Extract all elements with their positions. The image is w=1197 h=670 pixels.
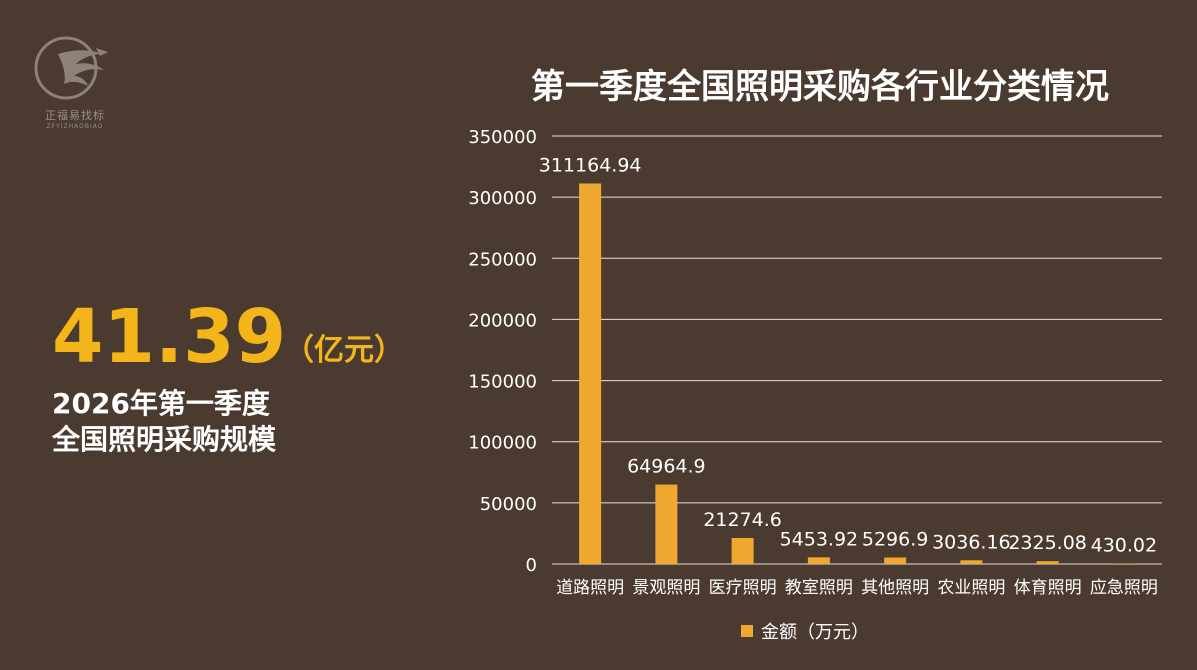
chart-title: 第一季度全国照明采购各行业分类情况: [531, 67, 1109, 107]
logo-chinese-text: 正福易找标: [45, 109, 105, 122]
headline-period: 2026年第一季度: [52, 387, 270, 420]
chart-legend: 金额（万元）: [741, 618, 869, 644]
x-category-label: 景观照明: [632, 578, 700, 598]
x-category-label: 其他照明: [861, 578, 929, 598]
data-label: 311164.94: [539, 154, 642, 176]
x-category-label: 体育照明: [1014, 578, 1082, 598]
data-label: 5453.92: [780, 528, 859, 550]
x-category-label: 医疗照明: [709, 578, 777, 598]
bar: [655, 484, 678, 564]
y-tick-label: 150000: [468, 372, 537, 393]
x-category-label: 教室照明: [785, 578, 853, 598]
data-label: 64964.9: [627, 456, 706, 478]
y-tick-label: 200000: [468, 310, 537, 331]
y-tick-label: 0: [526, 555, 537, 576]
y-tick-label: 50000: [480, 494, 537, 515]
x-category-label: 农业照明: [937, 578, 1005, 598]
headline-unit: （亿元）: [284, 333, 404, 368]
x-category-label: 应急照明: [1090, 578, 1158, 598]
bar: [960, 560, 983, 564]
logo-english-text: ZFYIZHAOBIAO: [46, 123, 104, 130]
data-label: 2325.08: [1008, 532, 1087, 554]
headline-description: 全国照明采购规模: [52, 423, 277, 456]
legend-label: 金额（万元）: [761, 622, 869, 643]
data-label: 430.02: [1091, 534, 1157, 556]
bar: [807, 557, 830, 564]
bar: [884, 557, 907, 564]
logo: 正福易找标 ZFYIZHAOBIAO: [30, 32, 120, 137]
legend-swatch: [741, 625, 753, 637]
headline-value: 41.39: [52, 294, 287, 380]
y-tick-label: 300000: [468, 188, 537, 209]
bar: [731, 537, 754, 564]
bar: [579, 183, 602, 564]
x-category-label: 道路照明: [556, 578, 624, 598]
y-tick-label: 350000: [468, 127, 537, 148]
bar: [1112, 563, 1135, 564]
data-label: 3036.16: [932, 531, 1011, 553]
data-label: 21274.6: [703, 509, 782, 531]
y-tick-label: 100000: [468, 433, 537, 454]
bar: [1036, 561, 1059, 564]
eagle-logo-icon: [34, 36, 108, 100]
data-label: 5296.9: [862, 529, 928, 551]
y-tick-label: 250000: [468, 249, 537, 270]
